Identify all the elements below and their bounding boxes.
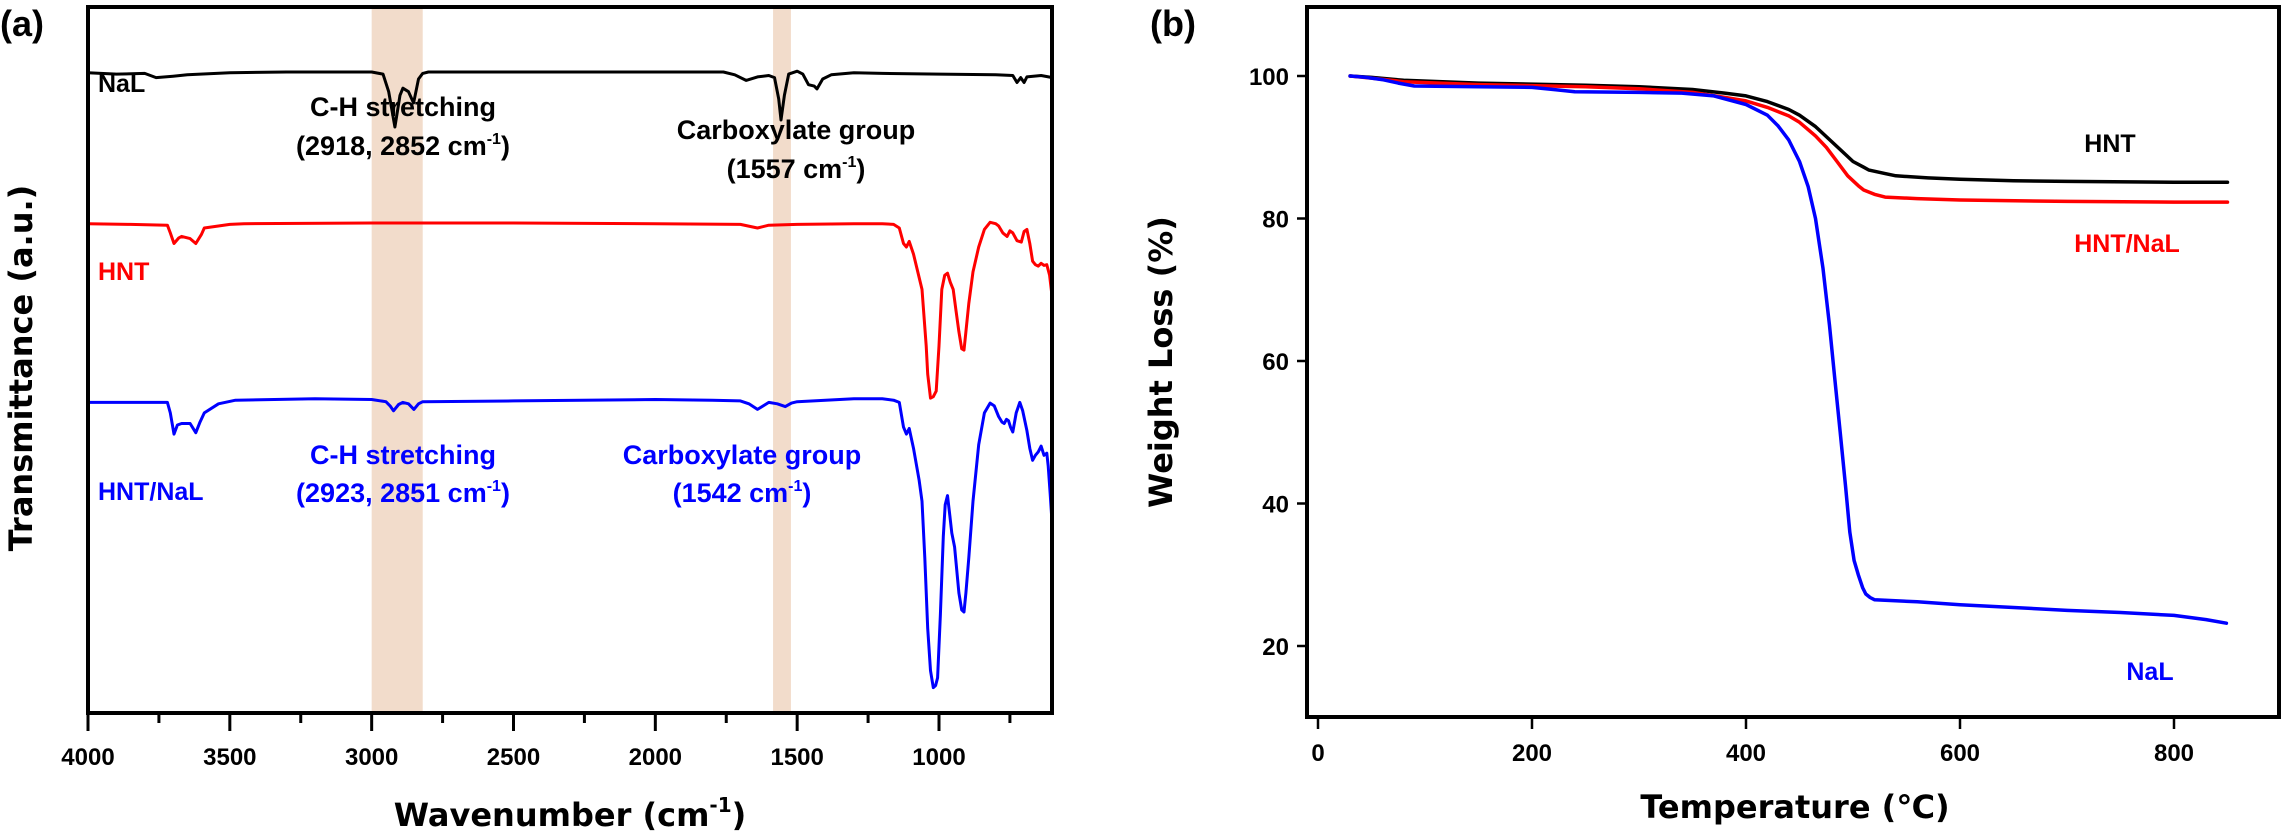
annotation-sup: -1 [487, 131, 501, 148]
annotation-ch-stretching-hnt-nal-values: (2923, 2851 cm-1) [296, 478, 510, 508]
y-tick-label: 100 [1249, 64, 1289, 91]
x-tick-label: 200 [1512, 740, 1552, 767]
x-tick-label: 800 [2154, 740, 2194, 767]
x-tick-label: 3000 [345, 744, 398, 771]
x-tick-label: 0 [1311, 740, 1324, 767]
panel-b-label: (b) [1150, 3, 1196, 44]
annotation-carboxylate-nal: Carboxylate group [677, 115, 916, 145]
panel-a-label: (a) [0, 3, 44, 44]
annotation-sup: -1 [788, 478, 802, 495]
annotation-ch-stretching-nal-values: (2918, 2852 cm-1) [296, 131, 510, 161]
annotation-close: ) [802, 478, 811, 508]
annotation-ch-stretching-hnt-nal: C-H stretching [310, 440, 496, 470]
x-tick-label: 400 [1726, 740, 1766, 767]
highlight-bands [371, 7, 791, 713]
series-label-hnt-nal: HNT/NaL [98, 478, 204, 506]
series-label-nal: NaL [2126, 658, 2173, 686]
x-tick-label: 2500 [487, 744, 540, 771]
series-line-hnt-nal [1348, 74, 2230, 204]
y-tick-label: 60 [1262, 349, 1289, 376]
series-line-hnt-nal [88, 397, 1054, 690]
annotation-carboxylate-nal-values: (1557 cm-1) [727, 154, 866, 184]
y-tick-label: 40 [1262, 492, 1289, 519]
x-axis-title-close: ) [732, 796, 747, 834]
annotation-sup: -1 [842, 154, 856, 171]
highlight-band-c-h-stretching [371, 7, 423, 713]
series-line-hnt [87, 220, 1054, 400]
annotation-close: ) [856, 154, 865, 184]
x-axis-title: Temperature (℃) [1640, 788, 1949, 826]
y-axis-title: Transmittance (a.u.) [2, 185, 40, 552]
y-axis-title: Weight Loss (%) [1142, 216, 1180, 508]
annotation-text: (2918, 2852 cm [296, 131, 487, 161]
series-label-hnt: HNT [98, 258, 149, 286]
annotation-ch-stretching-nal: C-H stretching [310, 92, 496, 122]
axis-ticks: 0 200 400 600 800 20 40 60 80 100 [1249, 64, 2194, 767]
spectra-lines [87, 69, 1054, 690]
annotation-sup: -1 [487, 478, 501, 495]
x-tick-label: 1500 [770, 744, 823, 771]
tga-lines [1348, 74, 2230, 625]
annotation-carboxylate-hnt-nal: Carboxylate group [623, 440, 862, 470]
panel-b-tga-chart: (b) 0 200 400 600 800 20 40 60 80 100 Weight Loss… [1142, 3, 2281, 826]
x-axis-title-main: Wavenumber (cm [394, 796, 710, 834]
y-tick-label: 80 [1262, 207, 1289, 234]
series-line-nal [87, 69, 1053, 129]
annotation-text: (1542 cm [673, 478, 789, 508]
plot-frame [86, 5, 1054, 715]
y-tick-label: 20 [1262, 634, 1289, 661]
highlight-band-carboxylate-group [773, 7, 791, 713]
x-axis-title-sup: -1 [709, 793, 731, 817]
x-axis-title: Wavenumber (cm-1) [394, 793, 747, 834]
annotation-close: ) [501, 131, 510, 161]
annotation-carboxylate-hnt-nal-values: (1542 cm-1) [673, 478, 812, 508]
annotation-close: ) [501, 478, 510, 508]
x-tick-label: 3500 [203, 744, 256, 771]
x-tick-label: 2000 [629, 744, 682, 771]
x-tick-label: 600 [1940, 740, 1980, 767]
annotation-text: (1557 cm [727, 154, 843, 184]
series-label-hnt: HNT [2084, 130, 2135, 158]
panel-a-ftir-chart: (a) 4000 3500 3000 2500 2000 1500 1000 Transmi… [0, 3, 1054, 834]
series-label-nal: NaL [98, 70, 145, 98]
x-axis-ticks: 4000 3500 3000 2500 2000 1500 1000 [61, 713, 1012, 771]
annotation-text: (2923, 2851 cm [296, 478, 487, 508]
x-tick-label: 1000 [912, 744, 965, 771]
x-tick-label: 4000 [61, 744, 114, 771]
series-label-hnt-nal: HNT/NaL [2074, 230, 2180, 258]
series-line-nal [1348, 74, 2229, 625]
